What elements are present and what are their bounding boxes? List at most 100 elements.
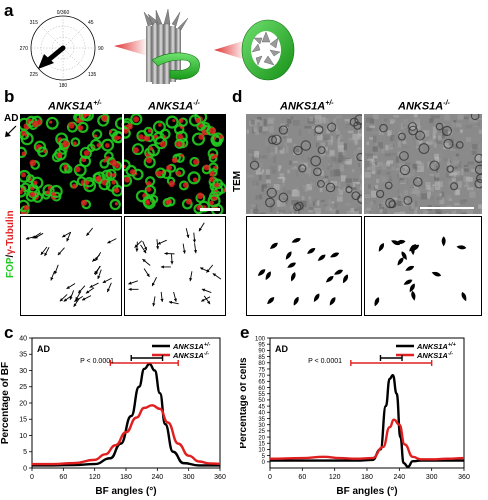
orientation-arrow bbox=[203, 295, 211, 305]
tubulin-dot bbox=[171, 157, 178, 164]
tubulin-dot bbox=[29, 191, 36, 198]
basal-foot-map-ko bbox=[364, 216, 482, 316]
orientation-arrow bbox=[198, 222, 205, 232]
x-tick-label: 120 bbox=[329, 474, 341, 481]
basal-body-section bbox=[415, 130, 426, 141]
tubulin-dot bbox=[145, 151, 153, 158]
basal-foot-shape bbox=[405, 265, 415, 271]
fop-ring bbox=[92, 129, 103, 140]
fop-ring bbox=[173, 124, 185, 135]
cilia-spikes bbox=[143, 8, 189, 31]
orientation-arrow bbox=[142, 240, 148, 251]
tubulin-dot bbox=[209, 170, 215, 177]
fluorescence-image-ko bbox=[124, 114, 226, 214]
tubulin-dot bbox=[209, 176, 215, 183]
fop-ring bbox=[191, 132, 206, 146]
fop-ring bbox=[147, 143, 161, 157]
tubulin-dot bbox=[51, 192, 56, 196]
tubulin-dot bbox=[20, 189, 23, 195]
basal-body-section bbox=[295, 201, 304, 211]
basal-body-section bbox=[271, 134, 282, 146]
basal-body-section bbox=[474, 153, 482, 164]
tubulin-dot bbox=[105, 143, 110, 148]
orientation-arrow bbox=[44, 246, 50, 257]
genotype-b-left: ANKS1A+/- bbox=[48, 100, 102, 113]
x-tick-label: 360 bbox=[458, 474, 470, 481]
y-tick-label: 10 bbox=[258, 448, 265, 454]
chart-c: 0 60 120 180 240 300 360 0 5 10 15 20 25 30 35 40 BF ang… bbox=[0, 335, 226, 497]
orientation-arrow bbox=[212, 273, 222, 280]
fop-ring bbox=[101, 138, 115, 152]
fop-ring bbox=[130, 114, 143, 126]
fop-ring bbox=[64, 165, 73, 174]
fop-ring bbox=[55, 132, 69, 146]
tubulin-dot bbox=[145, 199, 150, 204]
fop-ring bbox=[114, 117, 122, 130]
fop-ring bbox=[20, 185, 27, 198]
compass-tick-315: 315 bbox=[30, 20, 39, 26]
basal-body-section bbox=[278, 125, 288, 135]
orientation-arrow bbox=[97, 269, 102, 280]
orientation-arrow bbox=[94, 265, 101, 276]
orientation-arrow bbox=[192, 232, 197, 243]
basal-foot-shape bbox=[411, 290, 416, 301]
compass-tick-270: 270 bbox=[20, 46, 29, 52]
compass-tick-45: 45 bbox=[88, 20, 94, 26]
basal-foot-shape bbox=[307, 247, 316, 254]
basal-foot-shape bbox=[285, 251, 292, 260]
y-tick-label: 50 bbox=[258, 398, 265, 404]
fop-ring bbox=[111, 130, 122, 144]
tubulin-dot bbox=[145, 157, 153, 164]
basal-body-section bbox=[266, 187, 277, 198]
basal-body-section bbox=[385, 198, 396, 209]
series-line bbox=[31, 404, 221, 466]
ad-label-b: AD bbox=[4, 113, 19, 124]
basal-foot-shape bbox=[291, 238, 301, 243]
basal-body-section bbox=[278, 192, 289, 203]
tubulin-dot bbox=[192, 177, 198, 183]
tubulin-dot bbox=[193, 158, 199, 165]
y-tick-label: 80 bbox=[258, 361, 265, 367]
basal-foot-shape bbox=[395, 239, 406, 244]
tubulin-dot bbox=[124, 127, 129, 134]
tubulin-dot bbox=[48, 120, 53, 124]
tubulin-dot bbox=[63, 164, 68, 169]
orientation-arrow bbox=[106, 282, 112, 293]
orientation-arrow bbox=[91, 254, 101, 262]
orientation-arrow bbox=[152, 296, 156, 307]
basal-body-section bbox=[450, 182, 459, 191]
fop-ring bbox=[98, 178, 111, 191]
basal-body-section bbox=[399, 151, 409, 161]
tubulin-dot bbox=[68, 122, 75, 129]
orientation-arrow bbox=[134, 240, 143, 248]
fop-ring bbox=[20, 129, 30, 141]
tubulin-dot bbox=[21, 151, 26, 156]
basal-body-section bbox=[345, 186, 353, 194]
basal-body-section bbox=[399, 164, 411, 176]
legend-entry: ANKS1A-/- bbox=[416, 351, 453, 360]
genotype-d-left: ANKS1A+/- bbox=[280, 100, 334, 113]
orientation-arrow bbox=[89, 282, 99, 288]
y-tick-label: 90 bbox=[258, 349, 265, 355]
tubulin-dot bbox=[176, 170, 182, 176]
x-tick-label: 60 bbox=[59, 474, 67, 481]
basal-body-section bbox=[388, 200, 397, 209]
fop-ring bbox=[105, 168, 117, 180]
tubulin-dot bbox=[20, 172, 26, 178]
y-tick-label: 60 bbox=[258, 386, 265, 392]
basal-foot-shape bbox=[317, 254, 326, 261]
tubulin-dot bbox=[159, 141, 166, 148]
x-tick-label: 300 bbox=[426, 474, 438, 481]
basal-foot-shape bbox=[461, 292, 467, 302]
orientation-arrow bbox=[73, 298, 80, 307]
basal-foot-shape bbox=[410, 245, 415, 256]
tubulin-dot bbox=[124, 164, 126, 169]
fop-ring bbox=[207, 194, 221, 208]
compass-tick-225: 225 bbox=[30, 72, 39, 78]
tubulin-dot bbox=[163, 135, 167, 139]
tubulin-dot bbox=[209, 200, 214, 206]
genotype-b-right: ANKS1A-/- bbox=[148, 100, 200, 113]
basal-body-section bbox=[443, 138, 454, 149]
orientation-arrow bbox=[107, 238, 117, 244]
plot-annotation: AD bbox=[37, 344, 50, 354]
